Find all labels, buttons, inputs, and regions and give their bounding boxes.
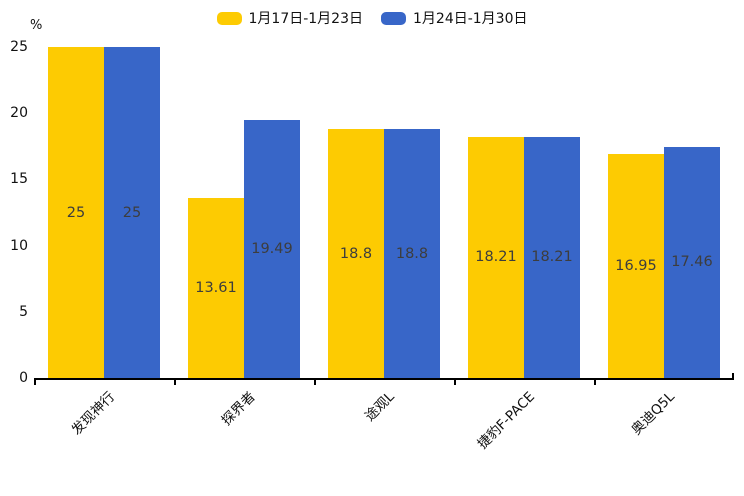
bar-series1-5: 16.95 xyxy=(608,153,664,378)
bar-group-5: 16.95 17.46 xyxy=(594,47,734,378)
bar-group-4: 18.21 18.21 xyxy=(454,47,594,378)
y-axis-unit-label: % xyxy=(30,18,43,33)
x-category-label-5: 奥迪Q5L xyxy=(628,388,679,439)
bar-series2-3: 18.8 xyxy=(384,129,440,378)
bar-series1-4: 18.21 xyxy=(468,136,524,378)
x-category-label-3: 途观L xyxy=(362,388,399,425)
x-axis-end-tick xyxy=(732,373,734,378)
bar-value-label: 18.8 xyxy=(395,245,429,262)
bar-value-label: 16.95 xyxy=(615,257,657,274)
bar-value-label: 25 xyxy=(66,204,86,221)
bar-series2-1: 25 xyxy=(104,47,160,378)
bar-series1-3: 18.8 xyxy=(328,129,384,378)
y-tick-label: 20 xyxy=(10,105,28,122)
y-tick-label: 15 xyxy=(10,171,28,188)
x-axis-tick xyxy=(34,380,36,385)
bar-value-label: 17.46 xyxy=(671,254,713,271)
bar-series1-1: 25 xyxy=(48,47,104,378)
bar-value-label: 18.8 xyxy=(339,245,373,262)
bar-series2-5: 17.46 xyxy=(664,146,720,378)
y-tick-label: 0 xyxy=(19,370,28,386)
bar-series2-4: 18.21 xyxy=(524,136,580,378)
x-axis-tick xyxy=(174,380,176,385)
x-category-label-2: 探界者 xyxy=(218,388,259,429)
bar-value-label: 19.49 xyxy=(251,240,293,257)
legend-swatch-week2 xyxy=(381,11,406,25)
y-tick-label: 10 xyxy=(10,237,28,254)
legend: 1月17日-1月23日 1月24日-1月30日 xyxy=(0,8,744,28)
legend-swatch-week1 xyxy=(216,11,242,25)
x-axis-tick xyxy=(314,380,316,385)
bar-value-label: 18.21 xyxy=(531,249,573,266)
bar-group-3: 18.8 18.8 xyxy=(314,47,454,378)
x-category-label-4: 捷豹F-PACE xyxy=(474,388,539,453)
bar-group-1: 25 25 xyxy=(34,47,174,378)
bar-group-2: 13.61 19.49 xyxy=(174,47,314,378)
legend-item-week2[interactable]: 1月24日-1月30日 xyxy=(381,8,528,28)
x-category-label-1: 发现神行 xyxy=(68,388,119,439)
bar-series2-2: 19.49 xyxy=(244,119,300,378)
bar-value-label: 25 xyxy=(122,204,142,221)
y-tick-label: 5 xyxy=(19,303,28,320)
bar-value-label: 18.21 xyxy=(475,249,517,266)
legend-item-week1[interactable]: 1月17日-1月23日 xyxy=(216,8,364,28)
x-axis-tick xyxy=(454,380,456,385)
x-axis-tick xyxy=(594,380,596,385)
plot-area: 25 25 发现神行 13.61 19.49 探界者 18.8 18.8 途观L 18.21 18.… xyxy=(34,47,734,452)
legend-label-week2: 1月24日-1月30日 xyxy=(413,11,528,27)
bar-value-label: 13.61 xyxy=(195,279,237,296)
bar-series1-2: 13.61 xyxy=(188,197,244,378)
y-tick-label: 25 xyxy=(10,39,28,55)
legend-label-week1: 1月17日-1月23日 xyxy=(248,11,364,27)
